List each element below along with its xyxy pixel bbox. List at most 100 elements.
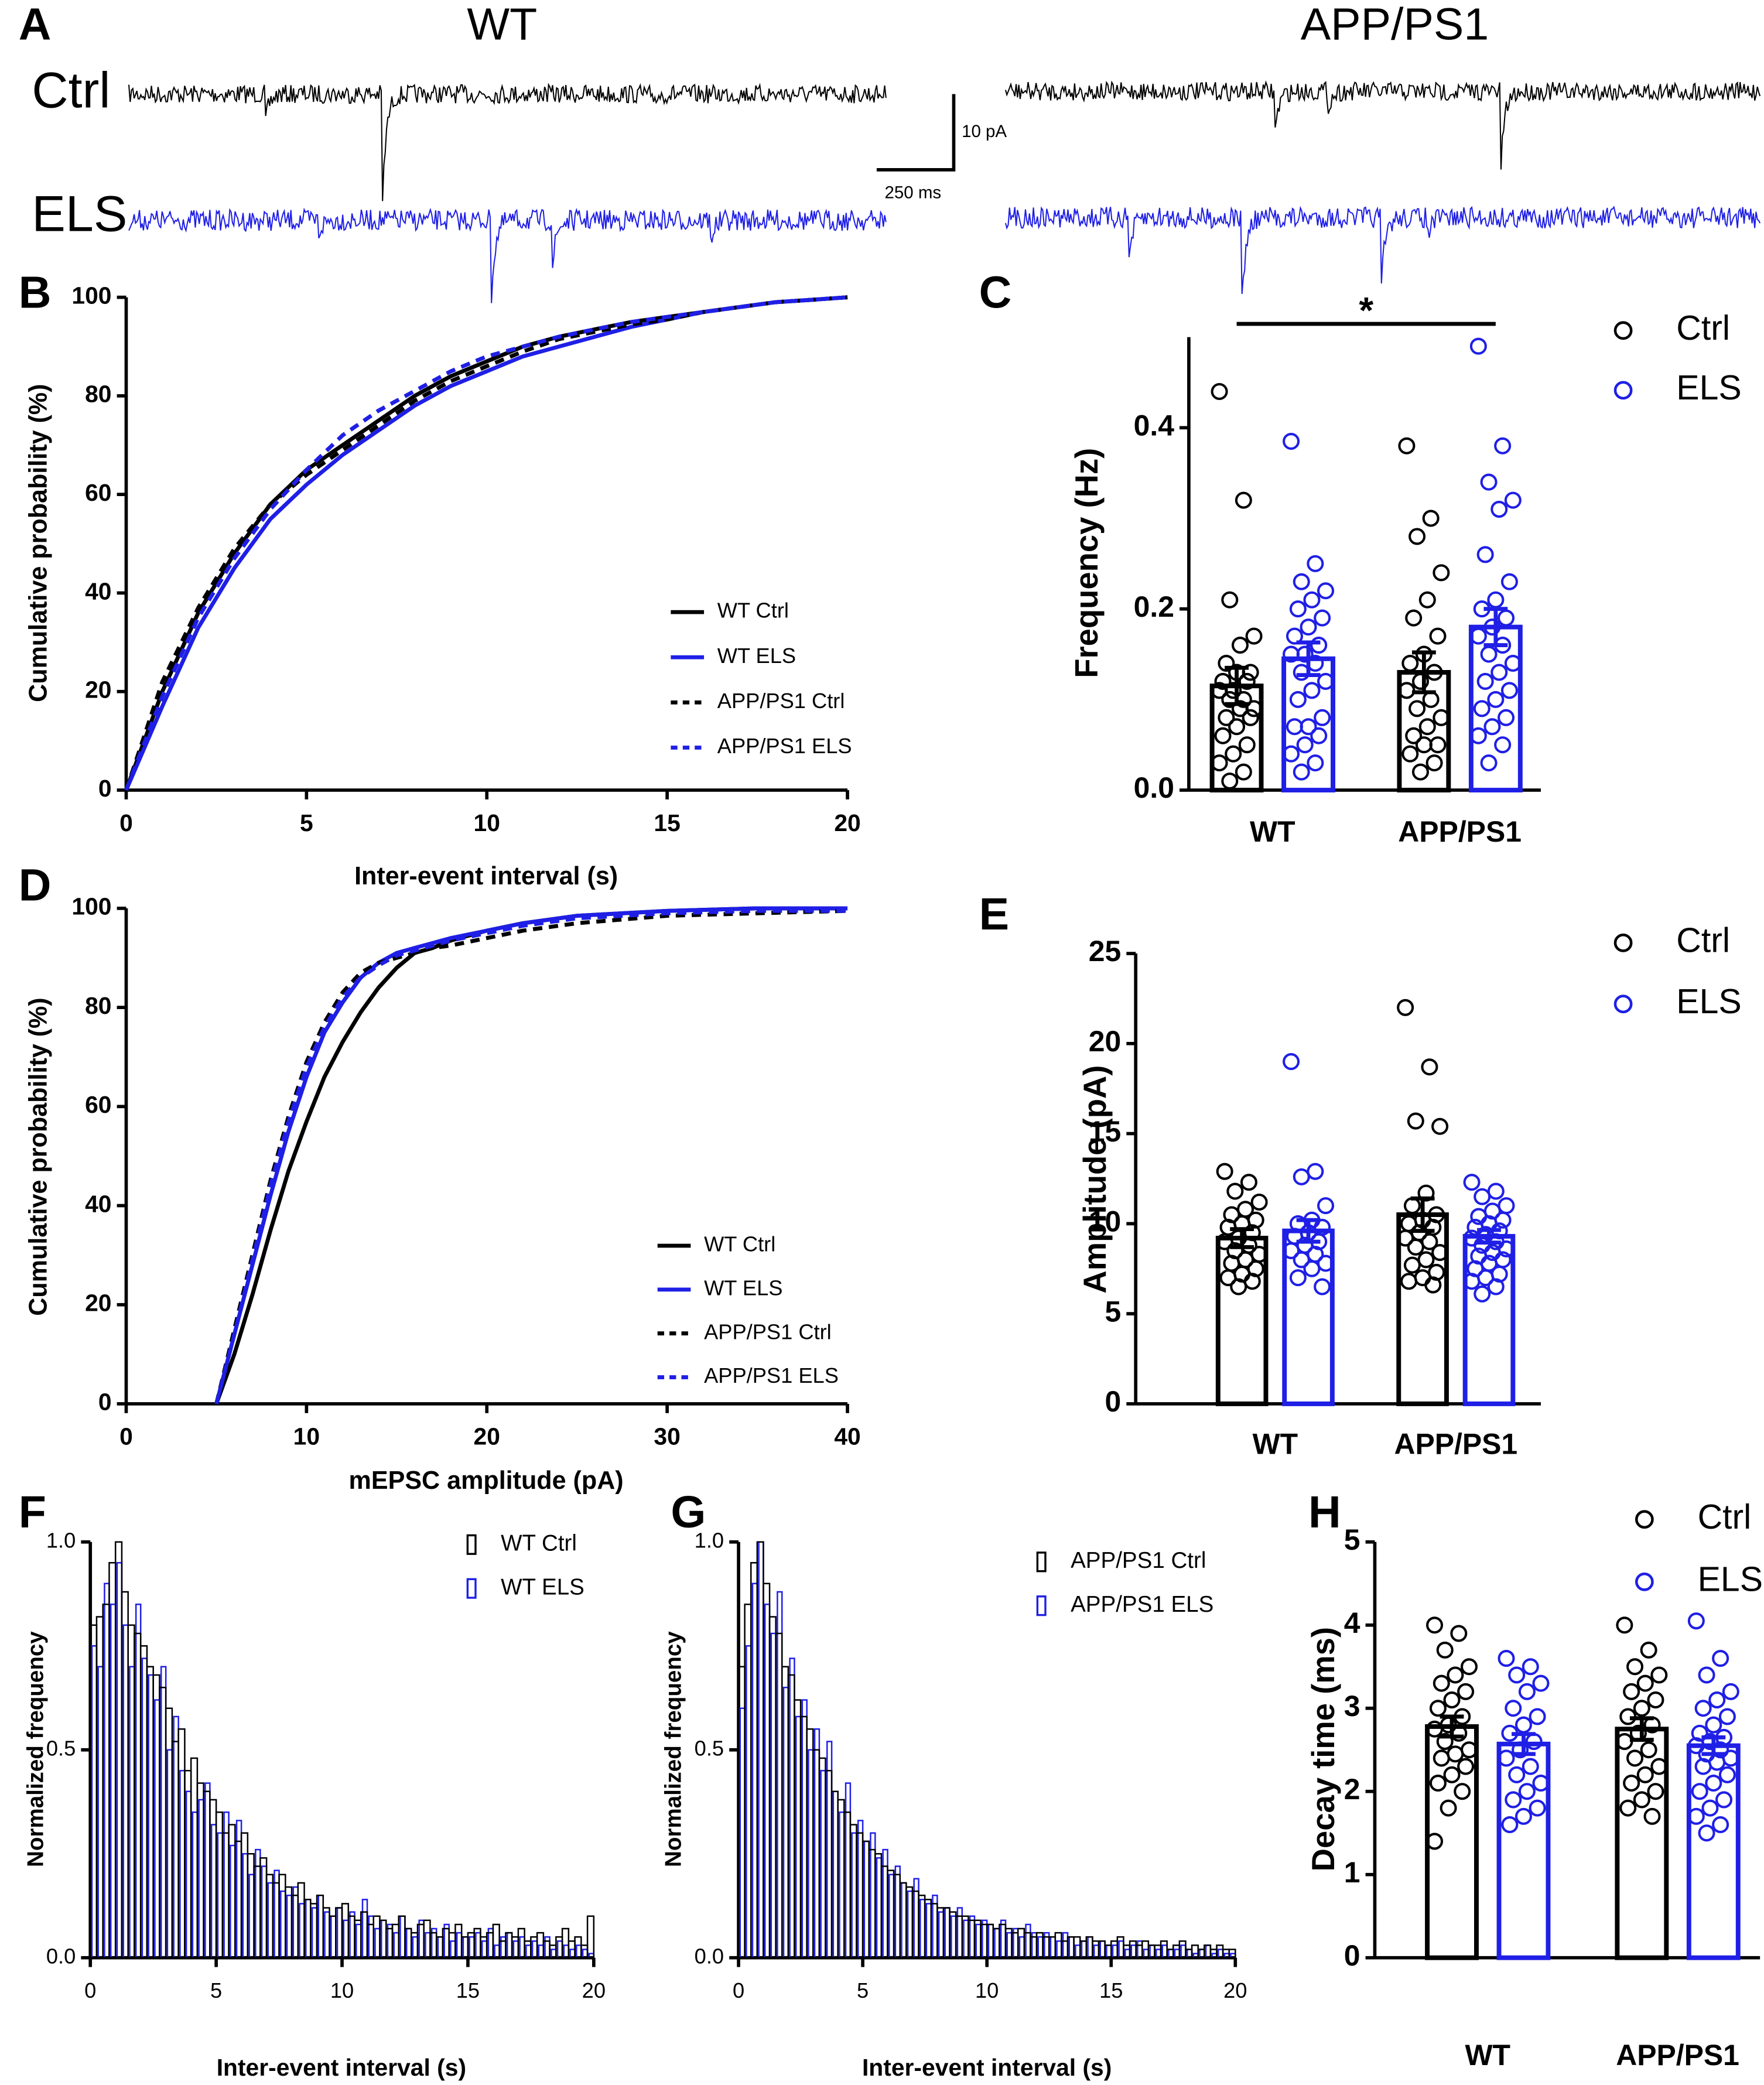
x-tick-label: 40 — [834, 1423, 860, 1450]
data-point — [1397, 1229, 1414, 1247]
x-tick-label: 15 — [456, 1978, 480, 2002]
data-point — [1218, 709, 1235, 726]
data-point — [1409, 700, 1426, 717]
data-point — [1532, 1775, 1550, 1792]
x-tick-label: 0 — [119, 809, 133, 836]
data-point — [1293, 763, 1310, 781]
data-point — [1691, 1783, 1708, 1800]
data-point — [1636, 1674, 1654, 1692]
data-point — [1687, 1737, 1705, 1755]
data-point — [1626, 1658, 1644, 1676]
data-point — [1424, 1276, 1442, 1294]
data-point — [1722, 1683, 1739, 1700]
y-tick-label: 0.0 — [1134, 771, 1174, 804]
data-point — [1307, 754, 1324, 772]
data-point — [1512, 1741, 1529, 1759]
data-point — [1443, 1691, 1461, 1709]
y-tick-label: 5 — [1344, 1523, 1360, 1556]
data-point — [1401, 745, 1419, 763]
x-axis-label: Inter-event interval (s) — [354, 862, 618, 890]
data-point — [1429, 1775, 1447, 1792]
data-point — [1487, 1182, 1505, 1200]
data-point — [1473, 700, 1490, 717]
data-point — [1240, 1174, 1257, 1191]
data-point — [1405, 609, 1423, 627]
y-tick-label: 0.0 — [46, 1944, 76, 1968]
data-point — [1411, 672, 1429, 690]
y-tick-label: 0 — [1344, 1939, 1360, 1972]
data-point — [1498, 1197, 1515, 1215]
data-point — [1529, 1799, 1546, 1817]
trace-column-title: APP/PS1 — [1301, 0, 1489, 50]
panel-label: E — [979, 889, 1009, 939]
data-point — [1235, 763, 1252, 781]
data-point — [1636, 1766, 1654, 1783]
data-point — [1401, 654, 1419, 672]
x-tick-label: 15 — [1099, 1978, 1123, 2002]
data-point — [1226, 1182, 1244, 1200]
legend-marker — [1613, 994, 1633, 1014]
data-point — [1211, 754, 1228, 772]
data-point — [1425, 754, 1443, 772]
data-point — [1474, 1285, 1491, 1303]
data-point — [1283, 645, 1300, 663]
data-point — [1483, 618, 1501, 636]
legend-label: WT ELS — [704, 1276, 782, 1300]
error-bar — [1629, 1716, 1654, 1742]
data-point — [1283, 1242, 1300, 1260]
data-point — [1650, 1758, 1668, 1775]
data-point — [1515, 1807, 1532, 1825]
legend-label: Ctrl — [1676, 921, 1730, 959]
y-tick-label: 80 — [85, 992, 111, 1019]
panel-label: B — [19, 268, 52, 318]
data-point — [1487, 691, 1505, 708]
data-point — [1238, 736, 1256, 754]
series-line — [214, 906, 848, 1404]
y-axis-label: Normalized frequency — [661, 1631, 686, 1867]
data-point — [1640, 1741, 1657, 1759]
data-point — [1640, 1641, 1657, 1659]
data-point — [1429, 1700, 1447, 1717]
data-point — [1480, 754, 1498, 772]
data-point — [1407, 1112, 1424, 1130]
data-point — [1460, 1658, 1478, 1676]
legend-label: ELS — [1698, 1560, 1763, 1598]
legend-label: APP/PS1 Ctrl — [1071, 1548, 1206, 1573]
series-line — [124, 295, 848, 791]
data-point — [1508, 1666, 1526, 1684]
y-tick-label: 20 — [85, 676, 111, 703]
data-point — [1508, 1766, 1526, 1783]
y-tick-label: 60 — [85, 1091, 111, 1118]
y-tick-label: 0 — [98, 775, 112, 802]
data-point — [1687, 1612, 1705, 1630]
x-axis-label: Inter-event interval (s) — [862, 2054, 1112, 2081]
data-point — [1433, 1674, 1450, 1692]
x-tick-label: 0 — [733, 1978, 744, 2002]
data-point — [1421, 1058, 1438, 1076]
data-point — [1296, 736, 1314, 754]
data-point — [1418, 718, 1436, 736]
data-point — [1314, 1278, 1331, 1296]
data-point — [1463, 1174, 1481, 1191]
legend-label: APP/PS1 ELS — [1071, 1592, 1213, 1617]
legend-marker — [1635, 1572, 1654, 1591]
data-point — [1303, 682, 1321, 699]
x-tick-label: 0 — [84, 1978, 96, 2002]
data-point — [1283, 745, 1300, 763]
x-tick-label: APP/PS1 — [1398, 815, 1522, 848]
legend-label: ELS — [1676, 369, 1741, 407]
y-tick-label: 4 — [1344, 1607, 1360, 1639]
data-point — [1715, 1791, 1733, 1809]
data-point — [1221, 773, 1239, 790]
y-tick-label: 1.0 — [46, 1528, 76, 1552]
data-point — [1718, 1708, 1736, 1725]
legend-label: Ctrl — [1676, 309, 1730, 347]
data-point — [1701, 1799, 1719, 1817]
y-axis-label: Cumulative probability (%) — [24, 997, 52, 1315]
y-tick-label: 80 — [85, 381, 111, 408]
y-tick-label: 0.2 — [1134, 590, 1174, 623]
scale-bar-label: 10 pA — [962, 122, 1007, 141]
data-point — [1647, 1691, 1664, 1709]
data-point — [1469, 727, 1487, 744]
